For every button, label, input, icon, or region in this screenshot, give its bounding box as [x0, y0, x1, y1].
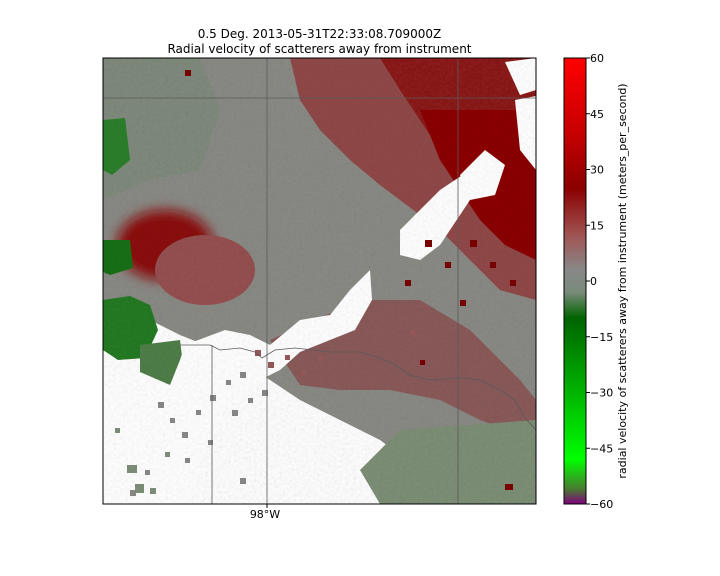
colorbar-tick-label: 0	[590, 275, 597, 288]
colorbar-tick-label: 60	[590, 52, 604, 65]
colorbar-label: radial velocity of scatterers away from …	[616, 83, 629, 478]
colorbar-scale	[563, 57, 587, 505]
colorbar: 60 45 30 15 0 −15 −30 −45 −60 radial velocity of…	[563, 52, 629, 511]
colorbar-tick-label: −45	[590, 442, 613, 455]
colorbar-tick-label: 15	[590, 219, 604, 232]
colorbar-tick-label: −15	[590, 331, 613, 344]
plot-title-line1: 0.5 Deg. 2013-05-31T22:33:08.709000Z	[197, 27, 442, 41]
longitude-tick-label-98w: 98°W	[250, 508, 280, 521]
colorbar-tick-label: −60	[590, 498, 613, 511]
map-boundaries	[103, 58, 536, 504]
map-frame	[102, 57, 537, 505]
colorbar-tick-label: −30	[590, 387, 613, 400]
colorbar-ticks: 60 45 30 15 0 −15 −30 −45 −60	[586, 52, 613, 511]
colorbar-tick-label: 45	[590, 108, 604, 121]
longitude-axis: 98°W	[250, 504, 280, 521]
plot-title-line2: Radial velocity of scatterers away from …	[167, 42, 472, 56]
colorbar-tick-label: 30	[590, 164, 604, 177]
radar-velocity-field	[103, 58, 536, 504]
